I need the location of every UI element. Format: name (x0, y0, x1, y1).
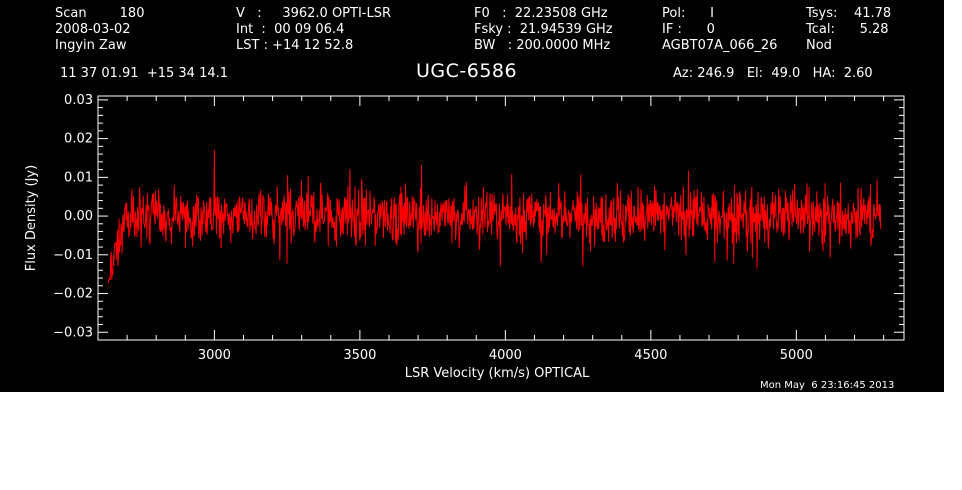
timestamp: Mon May 6 23:16:45 2013 (760, 380, 895, 391)
header-bandwidth: BW : 200.0000 MHz (474, 38, 611, 53)
source-title: UGC-6586 (416, 60, 518, 82)
x-tick-label: 3000 (198, 348, 231, 363)
header-sky-frequency: Fsky : 21.94539 GHz (474, 22, 613, 37)
x-axis-label: LSR Velocity (km/s) OPTICAL (405, 366, 590, 381)
y-tick-label: −0.03 (53, 325, 93, 340)
header-tsys: Tsys: 41.78 (806, 6, 892, 21)
x-tick-label: 4000 (489, 348, 522, 363)
header-coordinates: 11 37 01.91 +15 34 14.1 (60, 66, 229, 81)
plot-canvas: Scan 180 2008-03-02 Ingyin Zaw V : 3962.… (0, 0, 944, 392)
spectrum-trace (107, 149, 882, 284)
header-observer: Ingyin Zaw (55, 38, 127, 53)
header-project: AGBT07A_066_26 (662, 38, 778, 53)
header-date: 2008-03-02 (55, 22, 131, 37)
y-tick-label: 0.03 (64, 93, 93, 108)
x-tick-label: 5000 (780, 348, 813, 363)
y-tick-label: 0.00 (64, 209, 93, 224)
header-scan: Scan 180 (55, 6, 145, 21)
header-if: IF : 0 (662, 22, 715, 37)
header-lst: LST : +14 12 52.8 (236, 38, 354, 53)
spectrum-trace-group (107, 149, 882, 284)
y-tick-label: −0.01 (53, 248, 93, 263)
header-integration: Int : 00 09 06.4 (236, 22, 345, 37)
y-tick-label: −0.02 (53, 287, 93, 302)
header-rest-frequency: F0 : 22.23508 GHz (474, 6, 608, 21)
plot-frame (97, 95, 905, 341)
header-tcal: Tcal: 5.28 (806, 22, 889, 37)
y-tick-label: 0.01 (64, 170, 93, 185)
x-tick-label: 3500 (343, 348, 376, 363)
header-polarization: Pol: I (662, 6, 714, 21)
y-axis-label: Flux Density (Jy) (24, 165, 39, 271)
tick-group: 3000 3500 4000 4500 5000 −0.03 −0.02 −0.01 0.00 0… (53, 93, 904, 363)
chart-svg: 3000 3500 4000 4500 5000 −0.03 −0.02 −0.01 0.00 0… (24, 93, 905, 381)
header-mode: Nod (806, 38, 832, 53)
y-tick-label: 0.02 (64, 132, 93, 147)
x-tick-label: 4500 (634, 348, 667, 363)
header-azel: Az: 246.9 El: 49.0 HA: 2.60 (673, 66, 873, 81)
header-velocity: V : 3962.0 OPTI-LSR (236, 6, 392, 21)
